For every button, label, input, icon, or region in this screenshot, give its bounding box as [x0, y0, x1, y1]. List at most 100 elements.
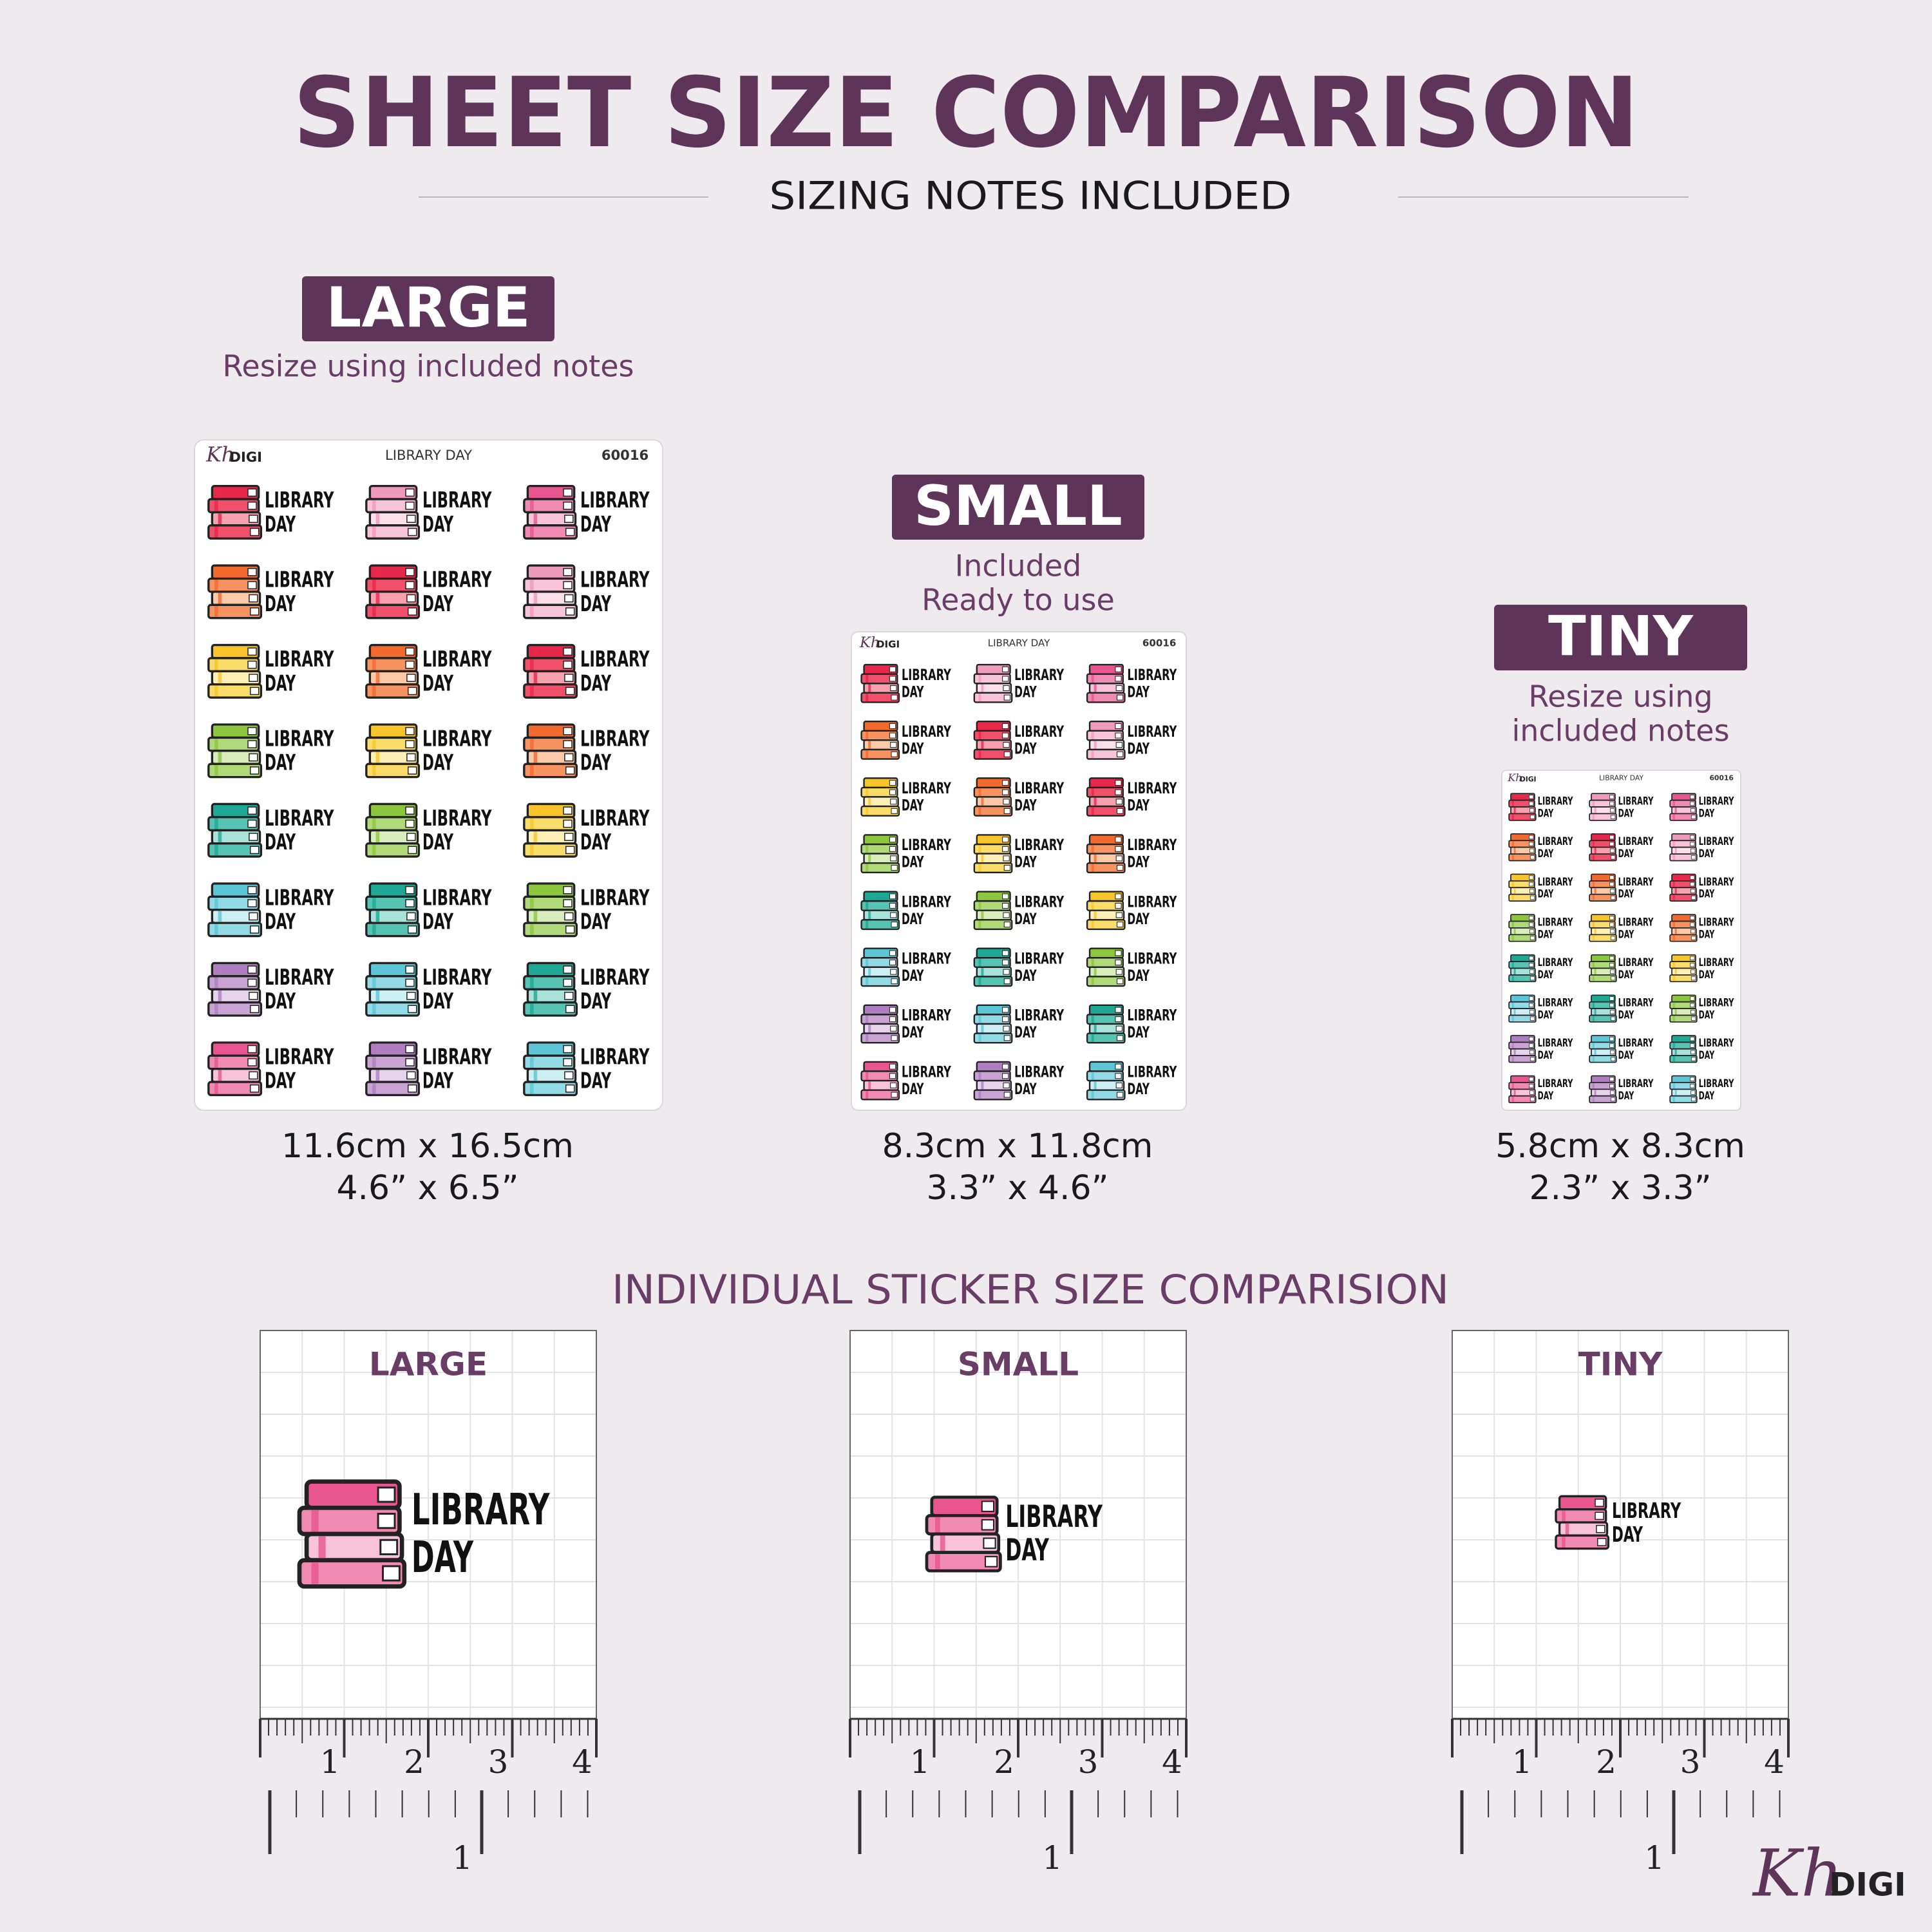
- book-spine: [1091, 1091, 1094, 1099]
- book-pages: [1002, 950, 1009, 956]
- book-pages: [405, 726, 415, 735]
- book-pages: [564, 674, 574, 682]
- book-pages: [405, 660, 415, 669]
- book-spine: [1091, 694, 1094, 702]
- sticker-text: DAY: [1699, 1090, 1715, 1103]
- sheet-brand: Kh: [1507, 772, 1522, 784]
- book-spine: [375, 566, 380, 578]
- book-spine: [1513, 1009, 1516, 1015]
- book-spine: [1674, 888, 1677, 894]
- book-spine: [1592, 975, 1595, 981]
- book-spine: [1672, 975, 1675, 981]
- book-spine: [1592, 841, 1595, 847]
- book-pages: [563, 806, 573, 815]
- book-spine: [981, 1006, 984, 1014]
- book-pages: [890, 912, 897, 918]
- book-spine: [1594, 875, 1596, 880]
- book-spine: [533, 513, 538, 524]
- sticker-text: DAY: [422, 670, 454, 696]
- sticker-text: LIBRARY: [265, 567, 334, 592]
- book-spine: [978, 920, 981, 929]
- book-pages: [1003, 694, 1011, 701]
- book-pages: [563, 647, 573, 656]
- book-pages: [1115, 780, 1122, 786]
- sheet-brand: DIGI: [1520, 775, 1537, 783]
- sticker-text: DAY: [580, 670, 612, 696]
- book-pages: [1116, 751, 1124, 757]
- book-spine: [981, 892, 984, 900]
- book-pages: [406, 1071, 416, 1080]
- book-spine: [1094, 1025, 1097, 1033]
- book-pages: [1609, 808, 1615, 813]
- book-spine: [1672, 922, 1675, 927]
- book-spine: [868, 797, 871, 806]
- book-pages: [1003, 808, 1011, 814]
- sticker-text: DAY: [902, 910, 924, 928]
- book-pages: [564, 992, 574, 1000]
- book-spine: [372, 500, 376, 511]
- book-pages: [889, 666, 896, 672]
- book-pages: [1115, 1025, 1122, 1032]
- book-spine: [214, 977, 218, 989]
- book: [523, 1001, 578, 1017]
- book-spine: [1091, 977, 1094, 985]
- book-pages: [565, 607, 575, 616]
- book-pages: [1115, 666, 1122, 672]
- book-pages: [1690, 1043, 1695, 1048]
- book-pages: [1609, 1043, 1615, 1048]
- sticker-text: LIBRARY: [1014, 836, 1064, 854]
- book-pages: [247, 886, 257, 895]
- book-spine: [1513, 1036, 1516, 1042]
- book-spine: [935, 1554, 940, 1569]
- ruler-label: 4: [572, 1743, 592, 1781]
- book-pages: [406, 674, 416, 682]
- book-spine: [868, 1063, 871, 1071]
- book-spine: [868, 949, 871, 957]
- book-pages: [1690, 1077, 1695, 1081]
- sticker-text: LIBRARY: [265, 886, 334, 911]
- book-pages: [249, 594, 258, 603]
- subtitle: SIZING NOTES INCLUDED: [770, 174, 1292, 219]
- book-spine: [1672, 800, 1675, 807]
- book: [1669, 893, 1698, 902]
- book-pages: [1003, 799, 1010, 805]
- book-pages: [1690, 996, 1695, 1001]
- book-spine: [375, 752, 380, 763]
- sticker-text: LIBRARY: [422, 488, 492, 513]
- sticker-text: DAY: [580, 829, 612, 855]
- sticker-text: LIBRARY: [1699, 876, 1734, 889]
- book-pages: [1690, 889, 1696, 893]
- sticker-text: DAY: [1699, 807, 1715, 820]
- book-spine: [981, 949, 984, 957]
- book-pages: [891, 864, 898, 871]
- book-spine: [1674, 875, 1677, 880]
- book-spine: [1094, 741, 1097, 749]
- book-pages: [249, 1005, 260, 1014]
- book-spine: [372, 977, 376, 989]
- book-pages: [890, 799, 897, 805]
- book-pages: [1003, 1082, 1010, 1088]
- book-spine: [866, 958, 869, 967]
- book-spine: [1511, 1043, 1514, 1048]
- book-pages: [890, 742, 897, 748]
- panel-label: SMALL: [958, 1346, 1079, 1383]
- sticker-text: DAY: [1699, 928, 1715, 941]
- book-pages: [1609, 963, 1615, 967]
- book-pages: [1529, 929, 1535, 934]
- book-spine: [372, 898, 376, 909]
- book-spine: [1091, 1034, 1094, 1042]
- sticker-text: LIBRARY: [422, 567, 492, 592]
- book-spine: [981, 854, 984, 862]
- book-spine: [214, 765, 218, 776]
- book-pages: [1528, 1077, 1534, 1081]
- book-pages: [247, 488, 257, 497]
- sticker-text: DAY: [1538, 1090, 1554, 1103]
- book-spine: [375, 513, 380, 524]
- book-spine: [530, 1003, 534, 1015]
- book-spine: [1594, 848, 1596, 854]
- book-spine: [1674, 955, 1677, 961]
